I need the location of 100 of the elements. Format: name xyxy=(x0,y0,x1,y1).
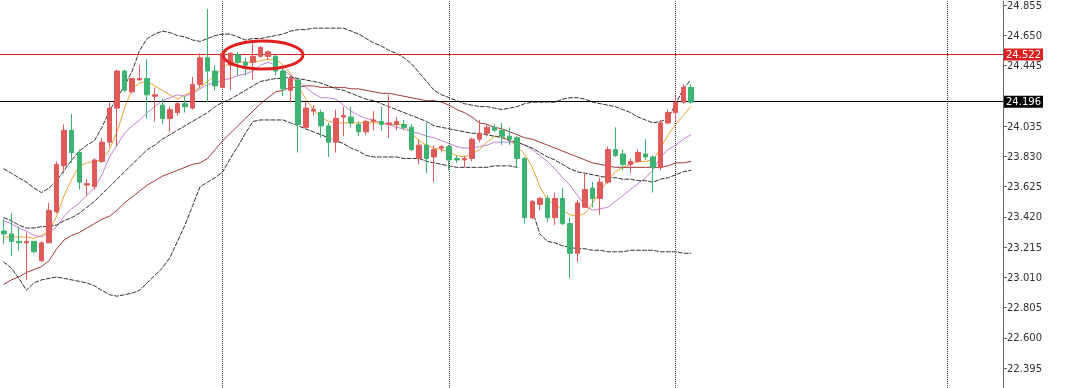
candlestick xyxy=(469,137,475,162)
candlestick xyxy=(394,116,399,131)
candlestick xyxy=(477,119,482,143)
candlestick xyxy=(643,138,648,161)
y-tick-label: 24.035 xyxy=(1007,120,1042,132)
candlestick xyxy=(590,181,595,208)
candlestick xyxy=(560,187,565,226)
candlestick xyxy=(537,196,543,211)
candlestick xyxy=(341,106,346,137)
y-tick-label: 23.215 xyxy=(1007,241,1042,253)
candlestick xyxy=(175,101,180,117)
candlestick xyxy=(507,126,512,146)
candlestick xyxy=(462,155,467,168)
candlestick xyxy=(665,109,671,125)
candlestick xyxy=(295,77,301,154)
candlestick xyxy=(77,149,82,191)
candlestick xyxy=(333,109,339,154)
candlestick xyxy=(401,119,407,131)
candlestick xyxy=(99,137,105,164)
candlestick xyxy=(409,123,414,152)
candlestick xyxy=(431,144,437,183)
candlestick xyxy=(439,144,444,154)
candlestick xyxy=(24,232,29,281)
y-tick-label: 23.420 xyxy=(1007,211,1042,223)
candlestick xyxy=(575,199,580,263)
candlestick xyxy=(54,160,59,214)
candlestick xyxy=(363,119,369,136)
candlestick xyxy=(212,64,218,91)
candlestick xyxy=(620,149,626,171)
candlestick xyxy=(628,157,633,174)
y-tick-label: 22.395 xyxy=(1007,362,1042,374)
candlestick xyxy=(152,86,158,122)
candlestick xyxy=(522,156,527,225)
candlestick xyxy=(356,120,361,137)
y-tick-label: 24.855 xyxy=(1007,0,1042,11)
candlestick xyxy=(205,8,210,103)
candlestick xyxy=(311,104,316,117)
candlestick xyxy=(318,109,324,139)
candlestick xyxy=(424,122,429,174)
candlestick xyxy=(137,64,142,81)
y-tick-label: 24.445 xyxy=(1007,60,1042,72)
candlestick xyxy=(9,212,14,257)
candlestick xyxy=(16,226,22,251)
candlestick xyxy=(386,94,392,139)
y-tick-label: 23.830 xyxy=(1007,150,1042,162)
candlestick xyxy=(69,113,74,164)
candlestick xyxy=(545,194,550,223)
candlestick xyxy=(530,199,535,220)
candlestick xyxy=(605,146,611,185)
candlestick xyxy=(84,178,90,196)
candlestick xyxy=(243,57,248,77)
candlestick xyxy=(454,155,460,164)
y-tick-label: 23.010 xyxy=(1007,271,1042,283)
candlestick xyxy=(673,95,678,122)
candlestick xyxy=(288,75,293,103)
candlestick xyxy=(167,106,173,133)
candlestick xyxy=(514,135,520,168)
candlestick xyxy=(114,69,120,148)
candlestick xyxy=(31,240,37,254)
y-tick-label: 23.625 xyxy=(1007,181,1042,193)
candlestick xyxy=(258,45,263,59)
ref-line-label: 24.522 xyxy=(1006,48,1041,60)
candlestick xyxy=(326,122,331,158)
candlestick xyxy=(280,67,286,97)
candlestick xyxy=(129,77,135,94)
candlestick xyxy=(265,49,271,60)
candlestick xyxy=(597,177,603,216)
y-tick-label: 24.650 xyxy=(1007,29,1042,41)
candlestick xyxy=(492,123,497,133)
candlestick xyxy=(122,69,127,93)
candlestick xyxy=(379,106,384,131)
candlestick xyxy=(681,83,686,105)
candlestick xyxy=(160,98,165,125)
candlestick xyxy=(182,95,188,114)
candlestick xyxy=(61,123,67,174)
candlestick xyxy=(190,76,195,111)
candlestick xyxy=(484,123,490,137)
y-tick-label: 22.600 xyxy=(1007,332,1042,344)
candlestick xyxy=(613,126,618,158)
candlestick xyxy=(371,110,376,131)
candlestick xyxy=(582,172,588,208)
candlestick xyxy=(107,101,112,148)
y-tick-label: 22.805 xyxy=(1007,302,1042,314)
ref-line-label: 24.196 xyxy=(1006,96,1041,108)
candlestick xyxy=(235,51,241,77)
candlestick xyxy=(197,52,203,88)
candlestick xyxy=(39,240,44,263)
candlestick xyxy=(46,202,52,244)
candlestick xyxy=(416,138,422,165)
candlestick xyxy=(658,119,663,171)
candlestick xyxy=(348,106,354,128)
candlestick xyxy=(250,40,256,81)
line-series xyxy=(3,85,692,285)
candlestick xyxy=(650,155,656,194)
candlestick xyxy=(92,157,97,191)
candlestick xyxy=(635,149,641,164)
candlestick xyxy=(303,101,309,128)
candlestick xyxy=(446,144,452,171)
candlestick xyxy=(499,122,505,146)
candlestick xyxy=(688,83,694,105)
